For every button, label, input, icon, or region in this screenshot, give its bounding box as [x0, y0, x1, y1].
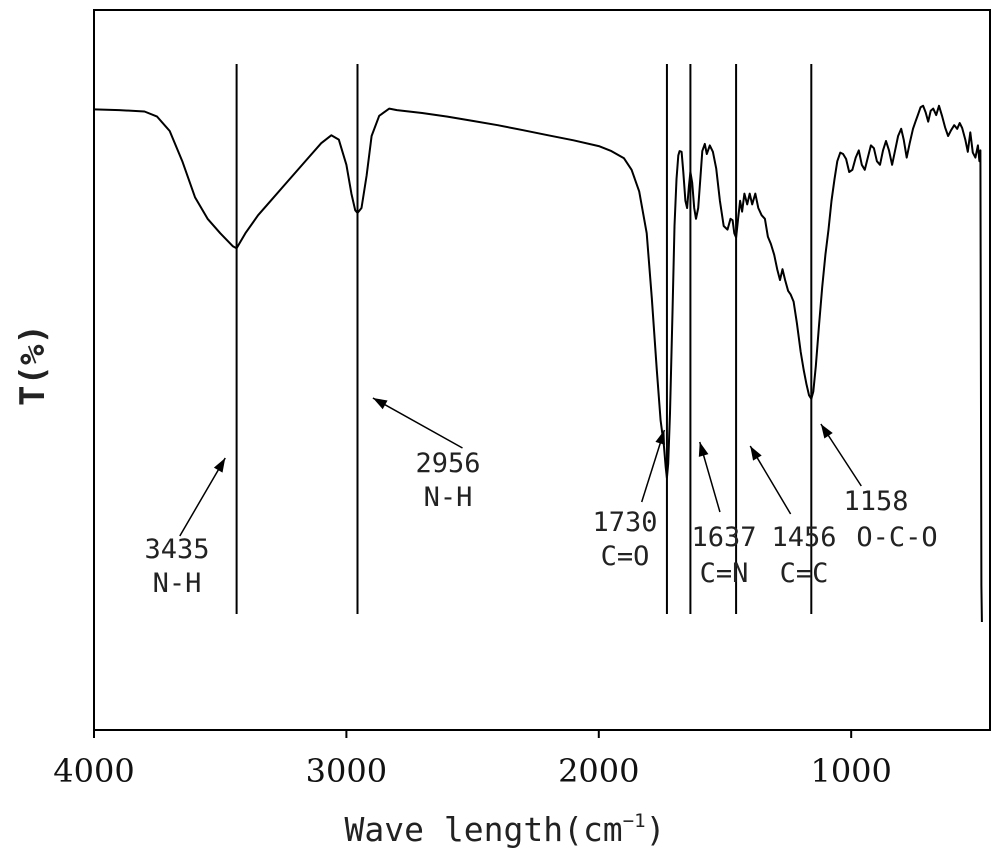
- annotation-group-1637: C=N: [700, 558, 749, 589]
- annotation-group-1730: C=O: [601, 541, 650, 572]
- annotation-group-1456: C=C: [780, 558, 829, 589]
- annotation-value-1158: 1158: [843, 486, 908, 517]
- annotation-group-1158: O-C-O: [856, 522, 937, 553]
- x-tick-label-2000: 2000: [558, 752, 639, 790]
- x-axis-ticks: 4000 3000 2000 1000: [53, 730, 892, 790]
- annotation-arrow-1730: [640, 429, 666, 503]
- x-axis-title-main: Wave length(cm: [345, 810, 623, 849]
- x-axis-title-superscript: −1: [623, 810, 646, 832]
- x-axis-title: Wave length(cm−1): [345, 810, 666, 849]
- annotation-arrows: [179, 397, 862, 537]
- annotation-1456: 1456 C=C: [771, 522, 836, 589]
- series-line: [93, 104, 983, 623]
- x-axis-title-close: ): [646, 810, 666, 849]
- x-tick-label-4000: 4000: [53, 752, 134, 790]
- annotation-1158: 1158 O-C-O: [843, 486, 937, 553]
- x-tick-label-1000: 1000: [810, 752, 891, 790]
- annotation-arrow-1456: [749, 445, 792, 515]
- plot-frame: [93, 9, 991, 731]
- y-axis-title: T(%): [13, 324, 53, 406]
- annotation-3435: 3435 N-H: [144, 534, 209, 599]
- x-tick-label-3000: 3000: [306, 752, 387, 790]
- annotation-group-3435: N-H: [153, 568, 202, 599]
- annotation-value-1637: 1637: [691, 522, 756, 553]
- annotation-1730: 1730 C=O: [592, 507, 657, 572]
- annotation-value-1456: 1456: [771, 522, 836, 553]
- annotation-1637: 1637 C=N: [691, 522, 756, 589]
- annotation-value-2956: 2956: [415, 448, 480, 479]
- marker-lines: [235, 64, 813, 614]
- annotation-value-1730: 1730: [592, 507, 657, 538]
- annotation-group-2956: N-H: [424, 482, 473, 513]
- annotation-arrow-1158: [820, 423, 862, 487]
- annotation-arrow-3435: [179, 457, 226, 537]
- annotation-arrow-2956: [372, 397, 463, 449]
- annotation-arrow-1637: [698, 441, 721, 513]
- annotation-value-3435: 3435: [144, 534, 209, 565]
- annotation-2956: 2956 N-H: [415, 448, 480, 513]
